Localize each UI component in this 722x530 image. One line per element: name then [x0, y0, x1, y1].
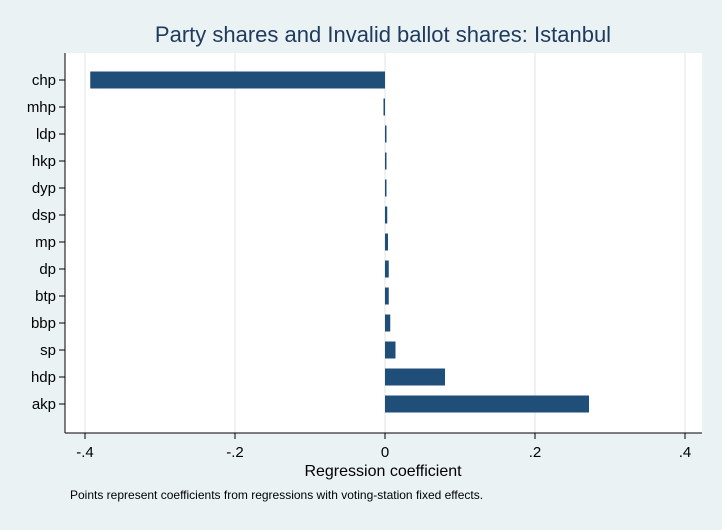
x-axis-title: Regression coefficient [304, 463, 462, 480]
x-tick-label-2: 0 [381, 444, 389, 461]
x-tick-label-4: .4 [679, 444, 692, 461]
bar-mhp [383, 98, 385, 116]
bars [90, 71, 589, 413]
x-tick-label-3: .2 [529, 444, 542, 461]
y-tick-label-akp: akp [32, 396, 56, 413]
bar-ldp [385, 125, 387, 143]
plot-area [65, 53, 702, 433]
bar-sp [385, 341, 396, 359]
y-tick-label-dsp: dsp [32, 207, 56, 224]
bar-mp [385, 233, 388, 251]
bar-hdp [385, 368, 445, 386]
chart-title: Party shares and Invalid ballot shares: … [155, 22, 611, 47]
bar-akp [385, 395, 589, 413]
bar-btp [385, 287, 389, 305]
y-tick-label-mp: mp [35, 234, 56, 251]
x-tick-labels: -.4 -.2 0 .2 .4 [76, 433, 691, 461]
bar-hkp [385, 152, 387, 170]
axes [64, 53, 702, 434]
y-tick-label-btp: btp [35, 288, 56, 305]
bar-bbp [385, 314, 391, 332]
y-tick-label-dp: dp [39, 261, 56, 278]
bar-chp [90, 71, 385, 89]
y-tick-label-hkp: hkp [32, 153, 56, 170]
y-tick-label-hdp: hdp [31, 369, 56, 386]
y-tick-label-dyp: dyp [32, 180, 56, 197]
bar-dp [385, 260, 389, 278]
y-tick-label-chp: chp [32, 72, 56, 89]
y-tick-label-mhp: mhp [27, 99, 56, 116]
y-tick-label-bbp: bbp [31, 315, 56, 332]
bar-dsp [385, 206, 388, 224]
chart-note: Points represent coefficients from regre… [70, 488, 483, 502]
y-tick-labels: chp mhp ldp hkp dyp dsp mp dp btp bbp sp hdp akp [27, 72, 65, 413]
y-tick-label-ldp: ldp [36, 126, 56, 143]
x-tick-label-0: -.4 [76, 444, 94, 461]
bar-dyp [385, 179, 387, 197]
y-tick-label-sp: sp [40, 342, 56, 359]
x-tick-label-1: -.2 [226, 444, 244, 461]
